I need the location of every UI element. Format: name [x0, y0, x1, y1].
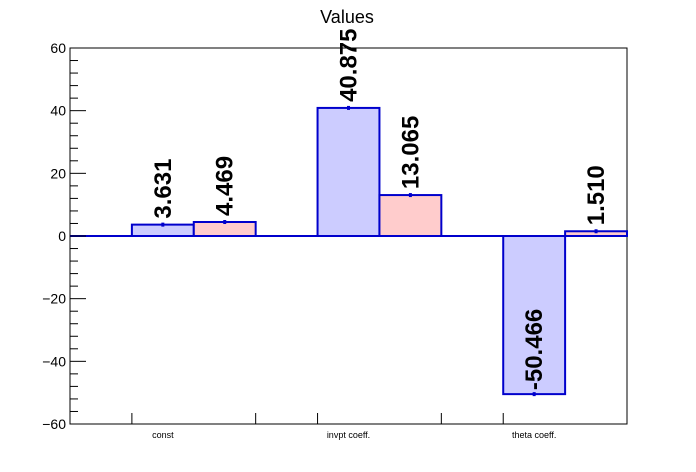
axes-layer: 60 40 20 0 −20 −40 −60 const invpt coeff. theta c…	[42, 40, 628, 440]
data-label-s1-3: -50.466	[521, 309, 548, 390]
labels-layer: 3.631 40.875 -50.466 4.469 13.065 1.510	[150, 29, 610, 391]
bars-layer	[130, 105, 628, 397]
y-tick-label: 0	[58, 228, 66, 244]
x-category-label: const	[152, 430, 174, 440]
data-label-s2-2: 13.065	[397, 116, 424, 189]
y-tick-label: 20	[50, 165, 66, 181]
x-category-label: theta coeff.	[512, 430, 556, 440]
data-label-s1-2: 40.875	[336, 29, 363, 102]
data-label-s2-1: 4.469	[212, 156, 239, 216]
y-tick-label: −40	[42, 353, 66, 369]
bar-s1-3	[502, 235, 567, 396]
y-tick-label: 40	[50, 103, 66, 119]
y-tick-label: 60	[50, 40, 66, 56]
chart-title: Values	[320, 7, 374, 27]
bar-s2-2	[378, 194, 443, 238]
bar-s1-2	[316, 106, 381, 237]
x-category-label: invpt coeff.	[327, 430, 370, 440]
data-label-s2-3: 1.510	[583, 165, 610, 225]
data-label-s1-1: 3.631	[150, 159, 177, 219]
y-tick-label: −60	[42, 416, 66, 432]
bar-s2-1	[192, 220, 257, 237]
y-tick-label: −20	[42, 291, 66, 307]
